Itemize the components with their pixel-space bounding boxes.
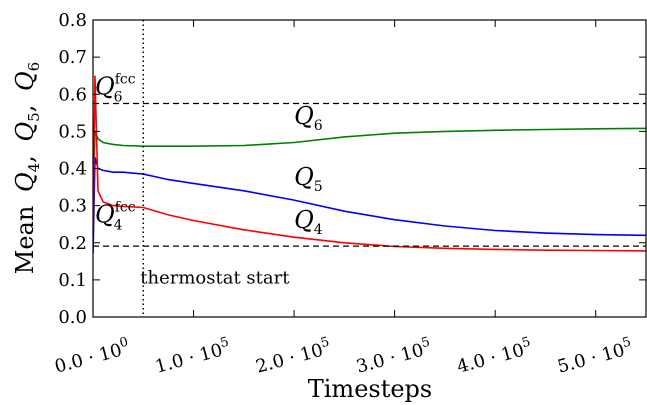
thermostat-start-label: thermostat start [140, 268, 290, 289]
q4-fcc-label: Qfcc 4 [95, 199, 136, 233]
x-tick-label: 5.0 · 105 [554, 335, 635, 378]
y-tick-label: 0.3 [58, 196, 87, 217]
y-tick-label: 0.7 [58, 47, 87, 68]
y-axis-ticks: 0.0 0.1 0.2 0.3 0.4 0.5 0.6 0.7 0.8 [58, 10, 646, 328]
y-tick-label: 0.8 [58, 10, 87, 31]
x-axis-title: Timesteps [308, 375, 433, 403]
y-tick-label: 0.2 [58, 233, 87, 254]
q4-fcc-sup: fcc [115, 199, 136, 215]
q6-fcc-sub: 6 [114, 89, 123, 105]
series-line-q4 [93, 75, 646, 252]
q6-fcc-label: Qfcc 6 [95, 71, 136, 105]
series-layer [93, 75, 646, 254]
q4-series-label: Q4 [294, 206, 323, 238]
q4-fcc-sub: 4 [114, 217, 123, 233]
y-tick-label: 0.1 [58, 270, 87, 291]
q6-fcc-base: Q [95, 72, 115, 100]
x-tick-label: 4.0 · 105 [454, 335, 535, 378]
x-tick-label: 2.0 · 105 [253, 335, 334, 378]
y-axis-title: Mean Q4, Q5, Q6 [11, 62, 43, 274]
x-axis-ticks: 0.0 · 100 1.0 · 105 2.0 · 105 3.0 · 105 4.0 … [52, 20, 635, 378]
q4-fcc-base: Q [95, 200, 115, 228]
y-tick-label: 0.4 [58, 159, 87, 180]
q6-fcc-sup: fcc [115, 71, 136, 87]
y-tick-label: 0.5 [58, 121, 87, 142]
series-line-q5 [93, 157, 646, 254]
q6-series-label: Q6 [294, 102, 323, 134]
x-tick-label: 3.0 · 105 [353, 335, 434, 378]
y-tick-label: 0.6 [58, 84, 87, 105]
reference-lines [93, 102, 646, 247]
x-tick-label: 1.0 · 105 [152, 335, 233, 378]
series-line-q6 [93, 127, 646, 221]
x-tick-label: 0.0 · 100 [52, 335, 133, 378]
q5-series-label: Q5 [294, 163, 323, 195]
y-tick-label: 0.0 [58, 307, 87, 328]
